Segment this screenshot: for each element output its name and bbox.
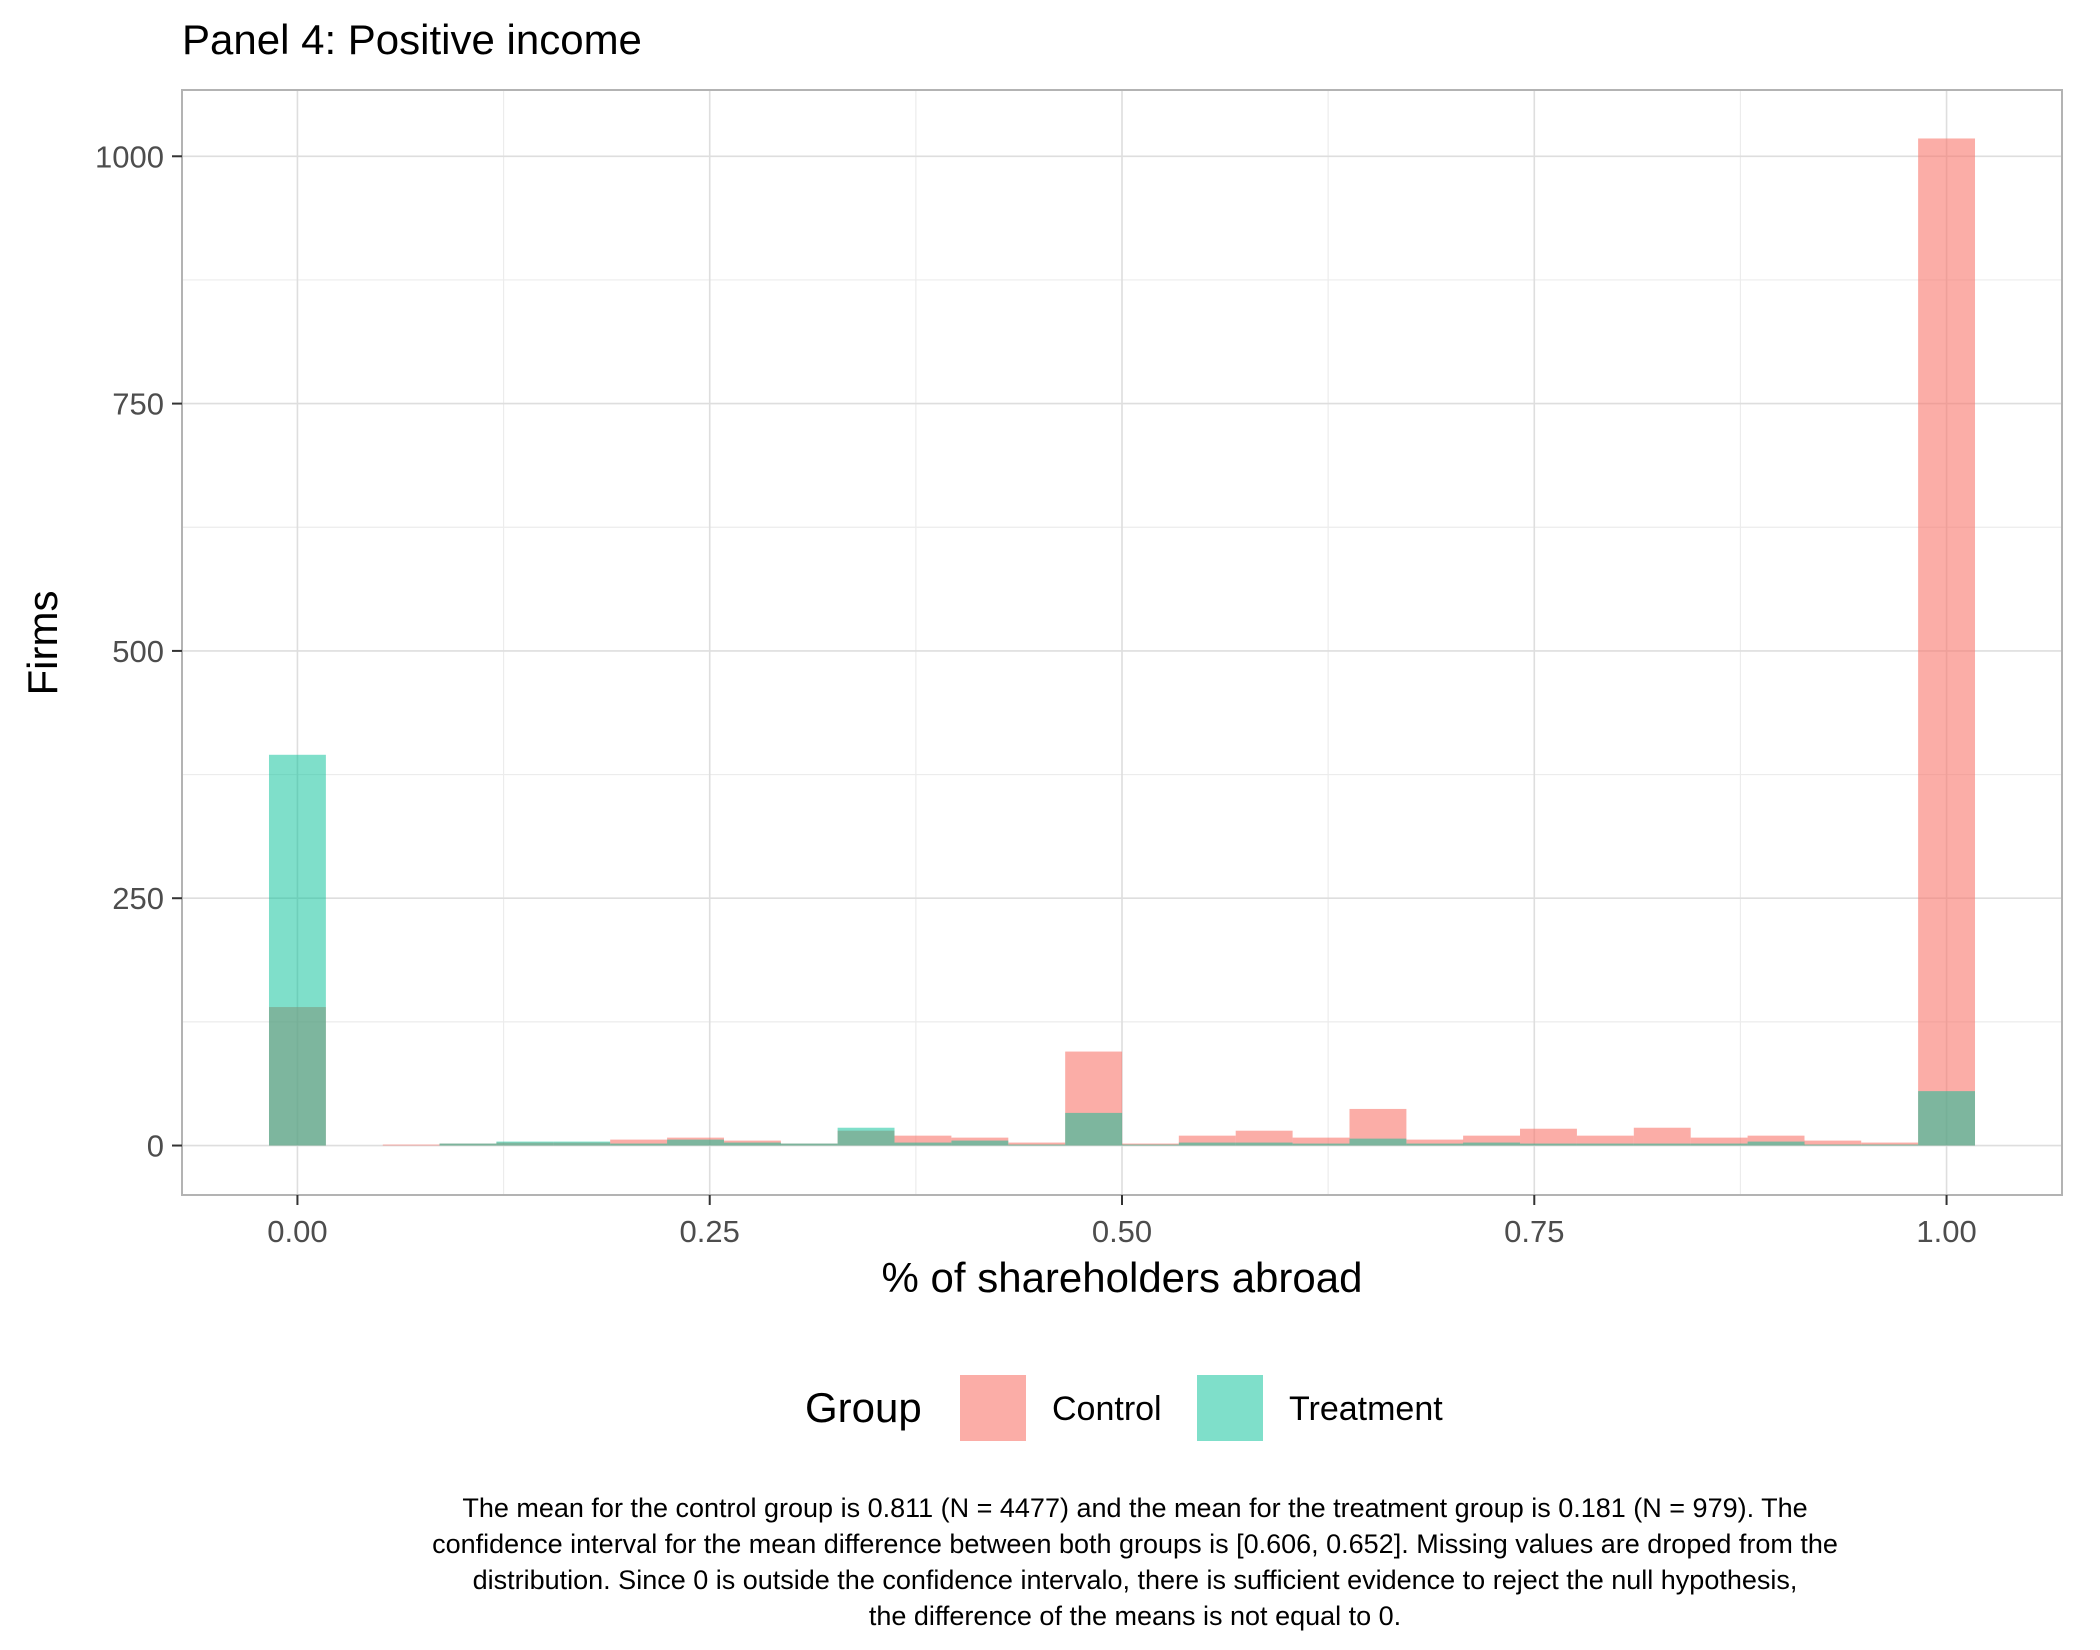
bar-control	[894, 1135, 952, 1146]
y-tick-label: 0	[147, 1129, 164, 1164]
bar-treatment	[1406, 1143, 1464, 1146]
bar-treatment	[1349, 1138, 1407, 1146]
bar-treatment	[894, 1142, 952, 1146]
legend-title: Group	[805, 1384, 922, 1431]
bar-treatment	[1178, 1142, 1236, 1146]
legend-key-control	[960, 1375, 1026, 1441]
x-tick-label: 0.00	[267, 1214, 327, 1249]
bar-control	[1178, 1135, 1236, 1146]
x-tick-label: 0.50	[1092, 1214, 1152, 1249]
legend: Group Control Treatment	[805, 1375, 1443, 1441]
caption-line: confidence interval for the mean differe…	[432, 1529, 1838, 1559]
y-axis-label: Firms	[19, 591, 66, 696]
legend-label-treatment: Treatment	[1289, 1390, 1443, 1428]
bar-treatment	[1065, 1112, 1123, 1146]
caption-line: the difference of the means is not equal…	[868, 1601, 1402, 1631]
bar-control	[1520, 1128, 1577, 1146]
bar-treatment	[837, 1127, 895, 1146]
bar-control	[1633, 1127, 1691, 1146]
bar-treatment	[667, 1139, 724, 1146]
legend-key-treatment	[1197, 1375, 1263, 1441]
bar-control	[1690, 1137, 1748, 1146]
bar-control	[1918, 138, 1976, 1146]
bar-treatment	[723, 1142, 781, 1146]
bar-control	[1463, 1135, 1521, 1146]
x-tick-label: 1.00	[1916, 1214, 1976, 1249]
bar-treatment	[780, 1143, 838, 1146]
bar-control	[610, 1139, 668, 1146]
x-tick-label: 0.75	[1504, 1214, 1564, 1249]
bar-treatment	[1690, 1143, 1748, 1146]
legend-label-control: Control	[1052, 1390, 1162, 1428]
bar-treatment	[1008, 1144, 1066, 1146]
bar-treatment	[610, 1143, 668, 1146]
y-tick-label: 750	[112, 387, 164, 422]
bar-control	[1235, 1130, 1293, 1146]
chart-caption: The mean for the control group is 0.811 …	[250, 1490, 2020, 1634]
bar-treatment	[1861, 1144, 1919, 1146]
bar-treatment	[496, 1141, 554, 1146]
bar-treatment	[439, 1143, 497, 1146]
y-tick-label: 1000	[95, 139, 164, 174]
bar-treatment	[951, 1140, 1009, 1146]
bar-treatment	[1747, 1141, 1805, 1146]
bar-treatment	[1633, 1143, 1691, 1146]
x-axis-label: % of shareholders abroad	[882, 1254, 1363, 1301]
bar-treatment	[268, 754, 326, 1146]
bar-treatment	[1235, 1142, 1293, 1146]
bar-control	[1804, 1140, 1862, 1146]
bar-treatment	[1121, 1144, 1179, 1146]
bar-treatment	[1804, 1144, 1862, 1146]
caption-line: The mean for the control group is 0.811 …	[462, 1493, 1808, 1523]
bar-control	[1861, 1142, 1919, 1146]
x-axis-ticks: 0.00 0.25 0.50 0.75 1.00	[267, 1195, 1977, 1249]
y-axis-ticks: 0 250 500 750 1000	[95, 139, 182, 1164]
bar-treatment	[1292, 1143, 1350, 1146]
x-tick-label: 0.25	[680, 1214, 740, 1249]
histogram-bars	[268, 138, 1976, 1146]
bar-control	[1292, 1137, 1350, 1146]
bar-control	[1747, 1135, 1805, 1146]
caption-line: distribution. Since 0 is outside the con…	[472, 1565, 1798, 1595]
chart-title: Panel 4: Positive income	[182, 16, 642, 63]
bar-control	[1406, 1139, 1464, 1146]
bar-treatment	[1918, 1091, 1976, 1146]
y-tick-label: 500	[112, 634, 164, 669]
bar-control	[1008, 1142, 1066, 1146]
bar-control	[382, 1144, 440, 1146]
bar-treatment	[553, 1141, 611, 1146]
y-tick-label: 250	[112, 881, 164, 916]
bar-treatment	[1520, 1143, 1577, 1146]
bar-treatment	[1576, 1143, 1634, 1146]
bar-control	[1576, 1135, 1634, 1146]
bar-treatment	[1463, 1142, 1521, 1146]
